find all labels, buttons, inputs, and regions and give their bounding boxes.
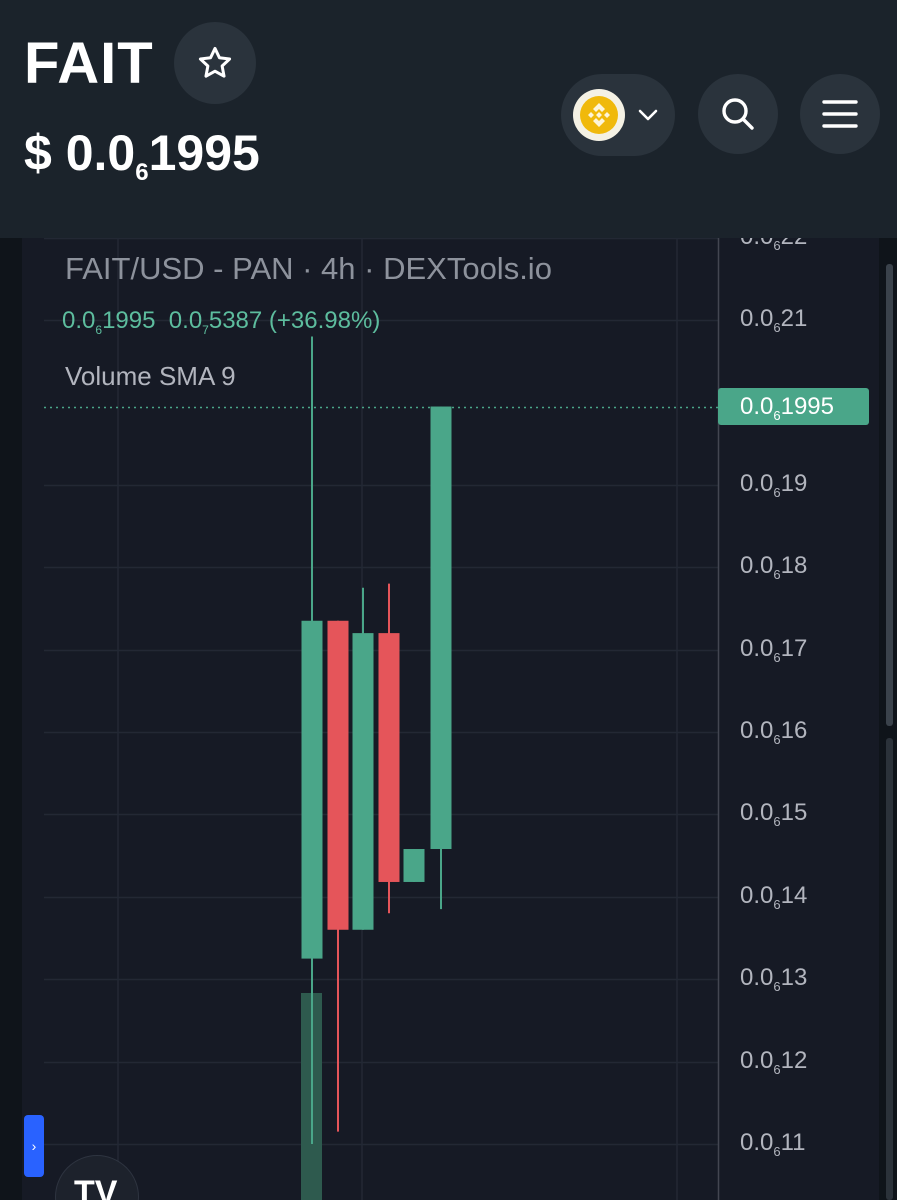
token-name: FAIT xyxy=(24,31,154,96)
price-axis-label: 0.0618 xyxy=(740,552,808,582)
price-axis-label: 0.0616 xyxy=(740,717,808,747)
search-button[interactable] xyxy=(698,74,778,154)
price-axis-label: 0.0622 xyxy=(740,238,807,253)
star-outline-icon xyxy=(198,46,232,78)
candle-body xyxy=(430,406,452,850)
chevron-down-icon xyxy=(638,109,658,121)
chart-legend-ohlc: 0.061995 0.075387 (+36.98%) xyxy=(62,307,381,337)
price-chart[interactable]: FAIT/USD - PAN · 4h · DEXTools.io 0.0619… xyxy=(22,238,879,1200)
search-icon xyxy=(722,98,754,130)
favorite-button[interactable] xyxy=(174,22,256,104)
volume-indicator-label[interactable]: Volume SMA 9 xyxy=(65,361,236,391)
bnb-chain-icon xyxy=(573,89,625,141)
left-gutter xyxy=(0,238,22,1200)
candle-body xyxy=(301,620,323,959)
price-axis-label: 0.0614 xyxy=(740,881,808,912)
chain-selector-button[interactable] xyxy=(561,74,675,156)
price-axis-label: 0.0621 xyxy=(740,305,808,335)
current-price-tag: 0.061995 xyxy=(718,388,869,425)
chart-legend-title: FAIT/USD - PAN · 4h · DEXTools.io xyxy=(65,251,552,286)
candle-body xyxy=(327,620,349,930)
price-axis-label: 0.0611 xyxy=(740,1129,806,1159)
hamburger-menu-icon xyxy=(822,100,858,128)
drawing-toolbar-toggle[interactable]: › xyxy=(24,1115,44,1177)
token-header: FAIT $ 0.061995 xyxy=(0,0,897,238)
candle-body xyxy=(352,633,374,930)
price-axis-label: 0.0612 xyxy=(740,1046,808,1077)
tradingview-logo-text: TV xyxy=(74,1174,118,1200)
candlestick-chart[interactable] xyxy=(22,238,879,1200)
candle-body xyxy=(403,849,425,882)
price-axis-label: 0.0615 xyxy=(740,799,808,830)
page-scrollbar-track xyxy=(886,738,893,1200)
price-axis-label: 0.0619 xyxy=(740,469,808,500)
page-scrollbar-thumb[interactable] xyxy=(886,264,893,726)
candle-body xyxy=(378,633,400,882)
menu-button[interactable] xyxy=(800,74,880,154)
price-axis-label: 0.0617 xyxy=(740,634,808,665)
token-price: $ 0.061995 xyxy=(24,125,260,186)
price-axis-label: 0.0613 xyxy=(740,964,808,994)
